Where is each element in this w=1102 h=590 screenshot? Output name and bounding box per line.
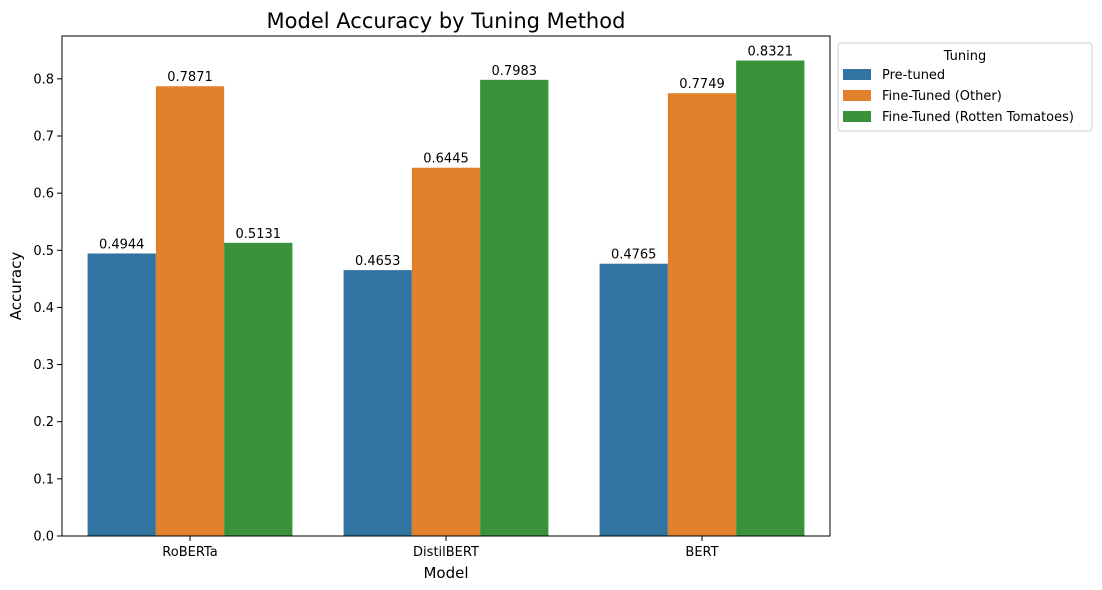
y-tick-label: 0.1: [33, 472, 54, 487]
bar-distilbert-series-2: [411, 167, 481, 536]
bar-value-label: 0.4765: [611, 248, 657, 263]
y-tick-label: 0.5: [33, 244, 54, 259]
bar-value-label: 0.4944: [99, 237, 145, 252]
legend-label: Fine-Tuned (Other): [882, 89, 1002, 104]
legend-title: Tuning: [943, 49, 987, 64]
y-tick-label: 0.0: [33, 530, 54, 545]
x-tick-label: BERT: [685, 545, 718, 560]
bar-distilbert-series-1: [343, 270, 412, 536]
legend-swatch: [843, 111, 871, 122]
bars-group: [87, 60, 805, 537]
bar-roberta-series-3: [224, 242, 293, 537]
legend-label: Fine-Tuned (Rotten Tomatoes): [882, 110, 1074, 125]
bar-bert-series-3: [736, 60, 805, 536]
bar-distilbert-series-3: [480, 79, 549, 536]
bar-value-label: 0.7871: [167, 70, 213, 85]
bar-labels-group: 0.4944 0.4653 0.4765 0.7871 0.6445 0.7749 0.51…: [99, 45, 793, 270]
y-axis: 0.0 0.1 0.2 0.3 0.4 0.5 0.6 0.7 0.8: [33, 72, 62, 545]
y-tick-label: 0.8: [33, 72, 54, 87]
x-axis-title: Model: [423, 564, 468, 582]
bar-bert-series-1: [599, 263, 668, 536]
bar-bert-series-2: [667, 93, 737, 536]
bar-roberta-series-2: [155, 86, 225, 536]
y-tick-label: 0.2: [33, 415, 54, 430]
legend-label: Pre-tuned: [882, 68, 945, 83]
legend-swatch: [843, 90, 871, 101]
y-tick-label: 0.4: [33, 301, 54, 316]
legend: Tuning Pre-tuned Fine-Tuned (Other) Fine-T…: [837, 42, 1093, 132]
chart-title: Model Accuracy by Tuning Method: [267, 9, 626, 33]
y-tick-label: 0.6: [33, 187, 54, 202]
x-axis: RoBERTa DistilBERT BERT: [162, 536, 719, 560]
bar-value-label: 0.7983: [492, 64, 538, 79]
bar-value-label: 0.6445: [423, 152, 469, 167]
bar-value-label: 0.7749: [679, 77, 725, 92]
bar-value-label: 0.5131: [236, 227, 282, 242]
legend-frame: [837, 42, 1093, 132]
x-tick-label: DistilBERT: [413, 545, 479, 560]
y-tick-label: 0.7: [33, 130, 54, 145]
bar-roberta-series-1: [87, 253, 156, 537]
y-tick-label: 0.3: [33, 358, 54, 373]
legend-items: Pre-tuned Fine-Tuned (Other) Fine-Tuned (R…: [843, 68, 1074, 125]
bar-value-label: 0.8321: [748, 45, 794, 60]
legend-swatch: [843, 69, 871, 80]
bar-value-label: 0.4653: [355, 254, 401, 269]
y-axis-title: Accuracy: [7, 252, 25, 321]
x-tick-label: RoBERTa: [162, 545, 217, 560]
